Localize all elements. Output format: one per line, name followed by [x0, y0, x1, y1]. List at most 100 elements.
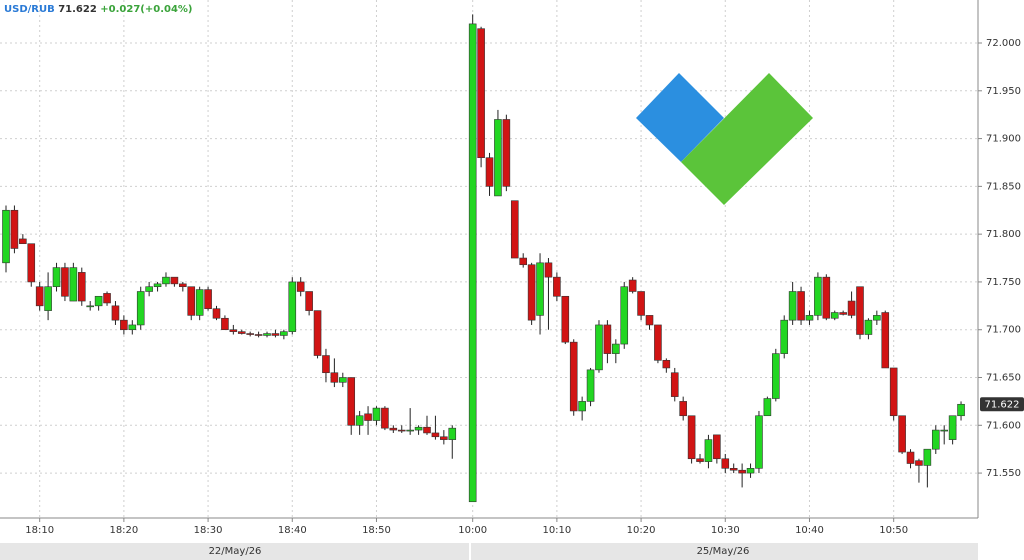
candle-body [569, 341, 578, 412]
candle-body [628, 279, 637, 292]
y-tick-label: 71.700 [986, 325, 1021, 336]
candle-body [670, 372, 679, 397]
candle-body [162, 276, 170, 285]
candle-body [898, 415, 906, 453]
candle-body [662, 360, 671, 369]
candle-body [246, 333, 254, 335]
candle-body [19, 238, 27, 245]
candle-body [586, 369, 595, 402]
candle-body [771, 353, 780, 399]
candle-body [153, 283, 162, 288]
candle-body [86, 305, 94, 308]
candle-body [578, 401, 586, 412]
candle-body [822, 276, 831, 319]
candle-body [10, 209, 19, 249]
candle-body [103, 293, 111, 304]
candle-body [595, 324, 603, 371]
candle-body [195, 289, 204, 316]
candle-body [477, 28, 485, 158]
candle-body [864, 319, 873, 335]
x-tick-label: 10:50 [879, 525, 908, 536]
candle-body [128, 324, 137, 331]
candle-body [431, 432, 440, 438]
candle-body [389, 427, 398, 431]
y-tick-label: 71.900 [986, 134, 1021, 145]
x-tick-label: 18:10 [25, 525, 54, 536]
candle-body [69, 267, 78, 302]
candle-body [603, 324, 612, 354]
y-tick-label: 71.800 [986, 229, 1021, 240]
candle-body [923, 448, 932, 466]
last-price-tag [980, 397, 1024, 412]
candle-body [889, 367, 898, 417]
y-tick-label: 71.850 [986, 181, 1021, 192]
candle-body [204, 289, 212, 309]
candle-body [544, 262, 553, 278]
x-tick-label: 18:40 [278, 525, 307, 536]
candle-body [347, 377, 356, 426]
date-label: 25/May/26 [697, 546, 750, 557]
candle-body [27, 243, 36, 283]
candle-body [830, 312, 839, 319]
candle-body [645, 315, 654, 326]
price: 71.622 [58, 4, 97, 15]
candle-body [77, 272, 86, 302]
y-tick-label: 71.550 [986, 468, 1021, 479]
x-tick-label: 10:30 [711, 525, 740, 536]
change: +0.027(+0.04%) [100, 4, 192, 15]
y-tick-label: 71.750 [986, 277, 1021, 288]
candle-body [145, 286, 153, 292]
candle-body [931, 429, 940, 450]
x-tick-label: 10:00 [458, 525, 487, 536]
candle-body [654, 324, 662, 361]
candle-body [679, 401, 687, 417]
candle-body [620, 286, 629, 345]
candle-body [44, 286, 52, 311]
watermark-logo [636, 73, 813, 205]
candle-body [136, 291, 145, 326]
candle-body [296, 281, 305, 292]
candle-body [856, 286, 864, 335]
candle-body [814, 276, 822, 316]
candle-body [52, 267, 61, 288]
candle-body [372, 407, 381, 421]
candle-body [797, 291, 805, 321]
candle-body [612, 343, 620, 354]
candle-body [940, 429, 949, 432]
candle-body [502, 119, 511, 187]
candle-body [440, 436, 448, 440]
candle-body [111, 305, 120, 321]
candle-body [212, 308, 221, 319]
candle-body [448, 427, 457, 440]
candle-body [805, 315, 814, 321]
candle-body [729, 468, 738, 471]
candle-body [313, 310, 322, 356]
x-tick-label: 10:20 [627, 525, 656, 536]
candle-body [494, 119, 502, 197]
candle-body [755, 415, 763, 469]
candle-body [229, 329, 238, 332]
x-tick-label: 18:50 [362, 525, 391, 536]
candle-body [696, 458, 704, 462]
candle-body [536, 262, 544, 316]
candle-body [713, 434, 721, 460]
candle-body [170, 276, 179, 285]
candle-body [271, 333, 280, 336]
candle-body [263, 333, 271, 336]
header: USD/RUB 71.622 +0.027(+0.04%) [4, 4, 193, 15]
x-tick-label: 18:20 [109, 525, 138, 536]
candle-body [948, 415, 957, 440]
candle-body [237, 331, 246, 334]
candle-body [915, 460, 923, 466]
candle-body [687, 415, 696, 460]
candle-body [2, 209, 10, 264]
candle-body [738, 469, 746, 474]
y-tick-label: 71.950 [986, 86, 1021, 97]
date-band [0, 543, 469, 560]
candle-body [788, 291, 797, 321]
candle-body [780, 319, 789, 354]
candle-body [561, 295, 570, 343]
date-label: 22/May/26 [209, 546, 262, 557]
candle-body [881, 312, 890, 369]
